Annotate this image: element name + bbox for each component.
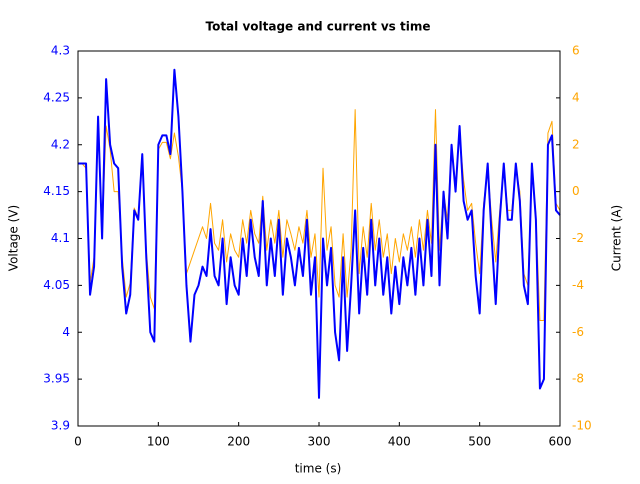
x-tick-label: 100 [147, 435, 170, 449]
x-tick-label: 500 [468, 435, 491, 449]
x-axis-label: time (s) [295, 462, 342, 476]
y2-tick-label: -8 [572, 372, 584, 386]
y2-tick-label: 6 [572, 44, 580, 58]
chart-title: Total voltage and current vs time [205, 20, 430, 34]
y-tick-label: 3.9 [51, 419, 70, 433]
y2-tick-label: 4 [572, 90, 580, 104]
data-line [78, 68, 561, 399]
y-tick-label: 4.3 [51, 44, 70, 58]
y-tick-label: 3.95 [43, 372, 70, 386]
y2-axis-label: Current (A) [610, 205, 624, 271]
y2-tick-label: -6 [572, 325, 584, 339]
y2-tick-label: -2 [572, 231, 584, 245]
y-tick-label: 4 [62, 325, 70, 339]
x-tick-label: 0 [74, 435, 82, 449]
y-tick-label: 4.1 [51, 231, 70, 245]
y-tick-label: 4.25 [43, 90, 70, 104]
x-tick-label: 300 [308, 435, 331, 449]
x-tick-label: 200 [227, 435, 250, 449]
y-tick-label: 4.15 [43, 184, 70, 198]
y2-tick-label: -10 [572, 419, 592, 433]
y2-tick-label: 0 [572, 184, 580, 198]
plot-frame [77, 50, 561, 427]
x-tick-label: 600 [549, 435, 572, 449]
y-tick-label: 4.2 [51, 137, 70, 151]
y-axis-label: Voltage (V) [7, 205, 21, 271]
x-tick-label: 400 [388, 435, 411, 449]
y-tick-label: 4.05 [43, 278, 70, 292]
y2-tick-label: 2 [572, 137, 580, 151]
y2-tick-label: -4 [572, 278, 584, 292]
